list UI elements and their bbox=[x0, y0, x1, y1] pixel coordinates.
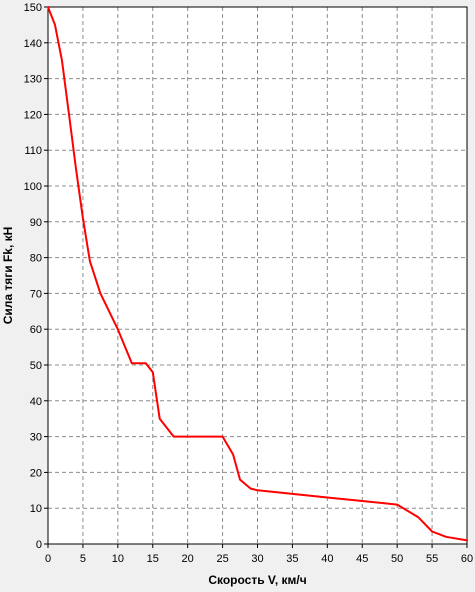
y-tick-label: 80 bbox=[30, 253, 42, 265]
y-tick-label: 130 bbox=[24, 74, 42, 86]
y-tick-label: 20 bbox=[30, 467, 42, 479]
y-axis-title: Сила тяги Fk, кН bbox=[1, 227, 15, 325]
x-tick-label: 15 bbox=[147, 553, 159, 565]
x-tick-label: 0 bbox=[45, 553, 51, 565]
y-tick-label: 70 bbox=[30, 288, 42, 300]
y-tick-label: 90 bbox=[30, 217, 42, 229]
x-tick-label: 30 bbox=[251, 553, 263, 565]
x-tick-label: 35 bbox=[286, 553, 298, 565]
x-tick-label: 45 bbox=[356, 553, 368, 565]
y-tick-label: 30 bbox=[30, 432, 42, 444]
x-tick-label: 25 bbox=[216, 553, 228, 565]
y-tick-label: 120 bbox=[24, 109, 42, 121]
tick-labels: 0 5 10 15 20 25 30 35 40 45 50 55 60 0 10 20 30 40 50 60 70 8… bbox=[24, 2, 473, 565]
y-tick-label: 100 bbox=[24, 181, 42, 193]
x-tick-label: 40 bbox=[321, 553, 333, 565]
y-tick-label: 60 bbox=[30, 324, 42, 336]
traction-force-line bbox=[47, 6, 468, 542]
y-tick-label: 50 bbox=[30, 360, 42, 372]
y-tick-label: 0 bbox=[36, 539, 42, 551]
x-axis-title: Скорость V, км/ч bbox=[208, 573, 306, 587]
y-tick-label: 110 bbox=[24, 145, 42, 157]
x-tick-label: 10 bbox=[112, 553, 124, 565]
x-tick-label: 55 bbox=[426, 553, 438, 565]
x-tick-label: 50 bbox=[391, 553, 403, 565]
y-tick-label: 150 bbox=[24, 2, 42, 14]
y-tick-label: 10 bbox=[30, 503, 42, 515]
x-tick-label: 20 bbox=[182, 553, 194, 565]
x-tick-label: 60 bbox=[461, 553, 473, 565]
axes bbox=[44, 6, 468, 548]
x-tick-label: 5 bbox=[80, 553, 86, 565]
y-tick-label: 140 bbox=[24, 38, 42, 50]
y-tick-label: 40 bbox=[30, 396, 42, 408]
series-layer bbox=[47, 6, 468, 542]
